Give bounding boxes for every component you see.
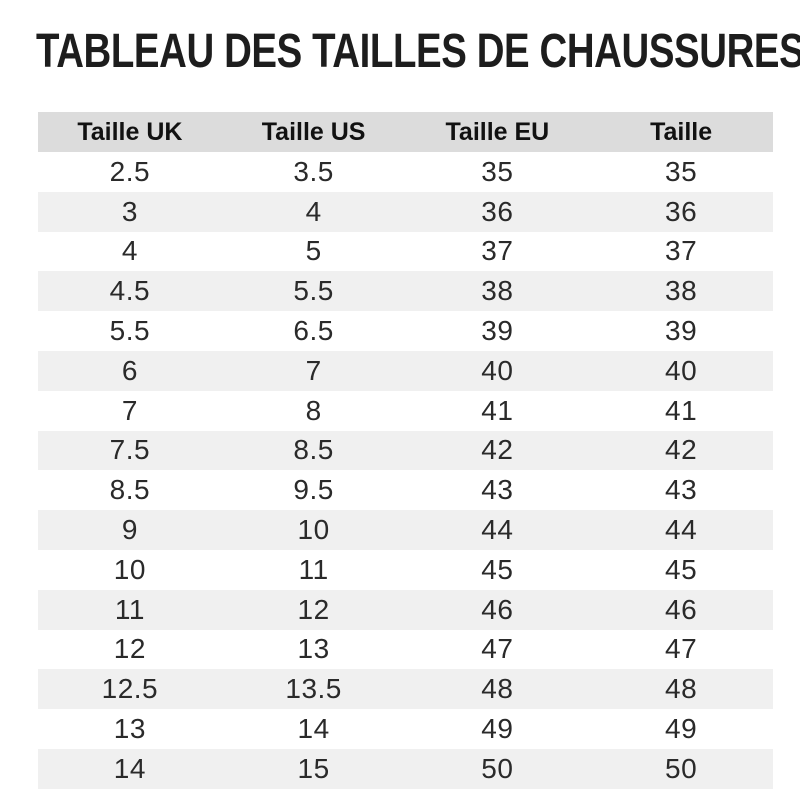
table-cell: 39 [481,315,514,347]
table-row: 11 12 46 46 [38,589,773,630]
table-cell: 36 [665,195,698,227]
table-cell: 3 [121,195,138,227]
table-cell: 14 [113,752,146,784]
table-cell: 43 [481,474,514,506]
table-cell: 10 [113,553,146,585]
table-row: 4 5 37 37 [38,232,773,272]
table-cell: 12 [113,633,146,665]
table-row: 2.5 3.5 35 35 [38,152,773,192]
table-body: 2.5 3.5 35 35 3 4 36 36 4 5 37 37 4.5 5.5 38 38 5.5 6.5 39… [38,152,773,789]
table-cell: 7 [305,354,322,386]
table-cell: 39 [665,315,698,347]
table-cell: 9.5 [293,474,334,506]
table-cell: 49 [481,713,514,745]
table-row: 14 15 50 50 [38,748,773,789]
table-cell: 8 [305,394,322,426]
column-header: Taille US [221,112,406,152]
table-cell: 46 [665,593,698,625]
table-cell: 14 [297,713,330,745]
table-cell: 6 [121,354,138,386]
table-cell: 40 [481,354,514,386]
table-cell: 41 [665,394,698,426]
table-cell: 50 [665,752,698,784]
table-cell: 3.5 [293,155,334,187]
table-row: 13 14 49 49 [38,709,773,749]
table-cell: 35 [665,155,698,187]
column-header: Taille UK [38,112,222,152]
table-cell: 5 [305,235,322,267]
table-cell: 42 [665,434,698,466]
table-cell: 36 [481,195,514,227]
table-row: 12.5 13.5 48 48 [38,669,773,710]
table-cell: 44 [481,514,514,546]
table-cell: 13 [297,633,330,665]
table-cell: 47 [481,633,514,665]
table-cell: 46 [481,593,514,625]
table-row: 3 4 36 36 [38,191,773,232]
shoe-size-table: Taille UK Taille US Taille EU Taille 2.5 3.5… [38,112,773,789]
table-cell: 13 [113,713,146,745]
table-cell: 37 [481,235,514,267]
table-row: 7.5 8.5 42 42 [38,430,773,471]
table-cell: 40 [665,354,698,386]
table-cell: 48 [481,673,514,705]
table-cell: 9 [121,514,138,546]
page-title: TABLEAU DES TAILLES DE CHAUSSURES [36,25,800,78]
table-row: 6 7 40 40 [38,350,773,391]
column-header: Taille [589,112,773,152]
table-cell: 5.5 [109,315,151,347]
table-cell: 4.5 [109,275,151,307]
table-cell: 15 [297,752,330,784]
table-cell: 43 [665,474,698,506]
column-header: Taille EU [405,112,590,152]
table-cell: 10 [297,514,330,546]
table-cell: 38 [481,275,514,307]
table-cell: 6.5 [293,315,334,347]
table-cell: 7.5 [109,434,151,466]
table-row: 9 10 44 44 [38,510,773,550]
table-row: 8.5 9.5 43 43 [38,470,773,510]
table-cell: 45 [481,553,514,585]
table-cell: 5.5 [293,275,334,307]
table-cell: 35 [481,155,514,187]
table-cell: 44 [665,514,698,546]
table-row: 12 13 47 47 [38,630,773,670]
table-cell: 8.5 [293,434,334,466]
table-cell: 50 [481,752,514,784]
table-cell: 12 [297,593,330,625]
table-cell: 4 [121,235,138,267]
table-cell: 47 [665,633,698,665]
table-cell: 4 [305,195,322,227]
table-cell: 7 [121,394,138,426]
table-cell: 38 [665,275,698,307]
table-cell: 2.5 [109,155,151,187]
table-cell: 45 [665,553,698,585]
table-cell: 11 [114,593,145,625]
table-head: Taille UK Taille US Taille EU Taille [38,112,773,152]
table-row: 10 11 45 45 [38,550,773,590]
table-cell: 41 [481,394,514,426]
table-cell: 13.5 [285,673,342,705]
table-cell: 37 [665,235,698,267]
table-cell: 11 [298,553,329,585]
table-cell: 49 [665,713,698,745]
table-row: 7 8 41 41 [38,391,773,431]
table-cell: 8.5 [109,474,151,506]
table-cell: 48 [665,673,698,705]
table-cell: 12.5 [101,673,159,705]
table-header-row: Taille UK Taille US Taille EU Taille [38,112,773,152]
table-row: 4.5 5.5 38 38 [38,271,773,312]
table-cell: 42 [481,434,514,466]
table-row: 5.5 6.5 39 39 [38,311,773,351]
